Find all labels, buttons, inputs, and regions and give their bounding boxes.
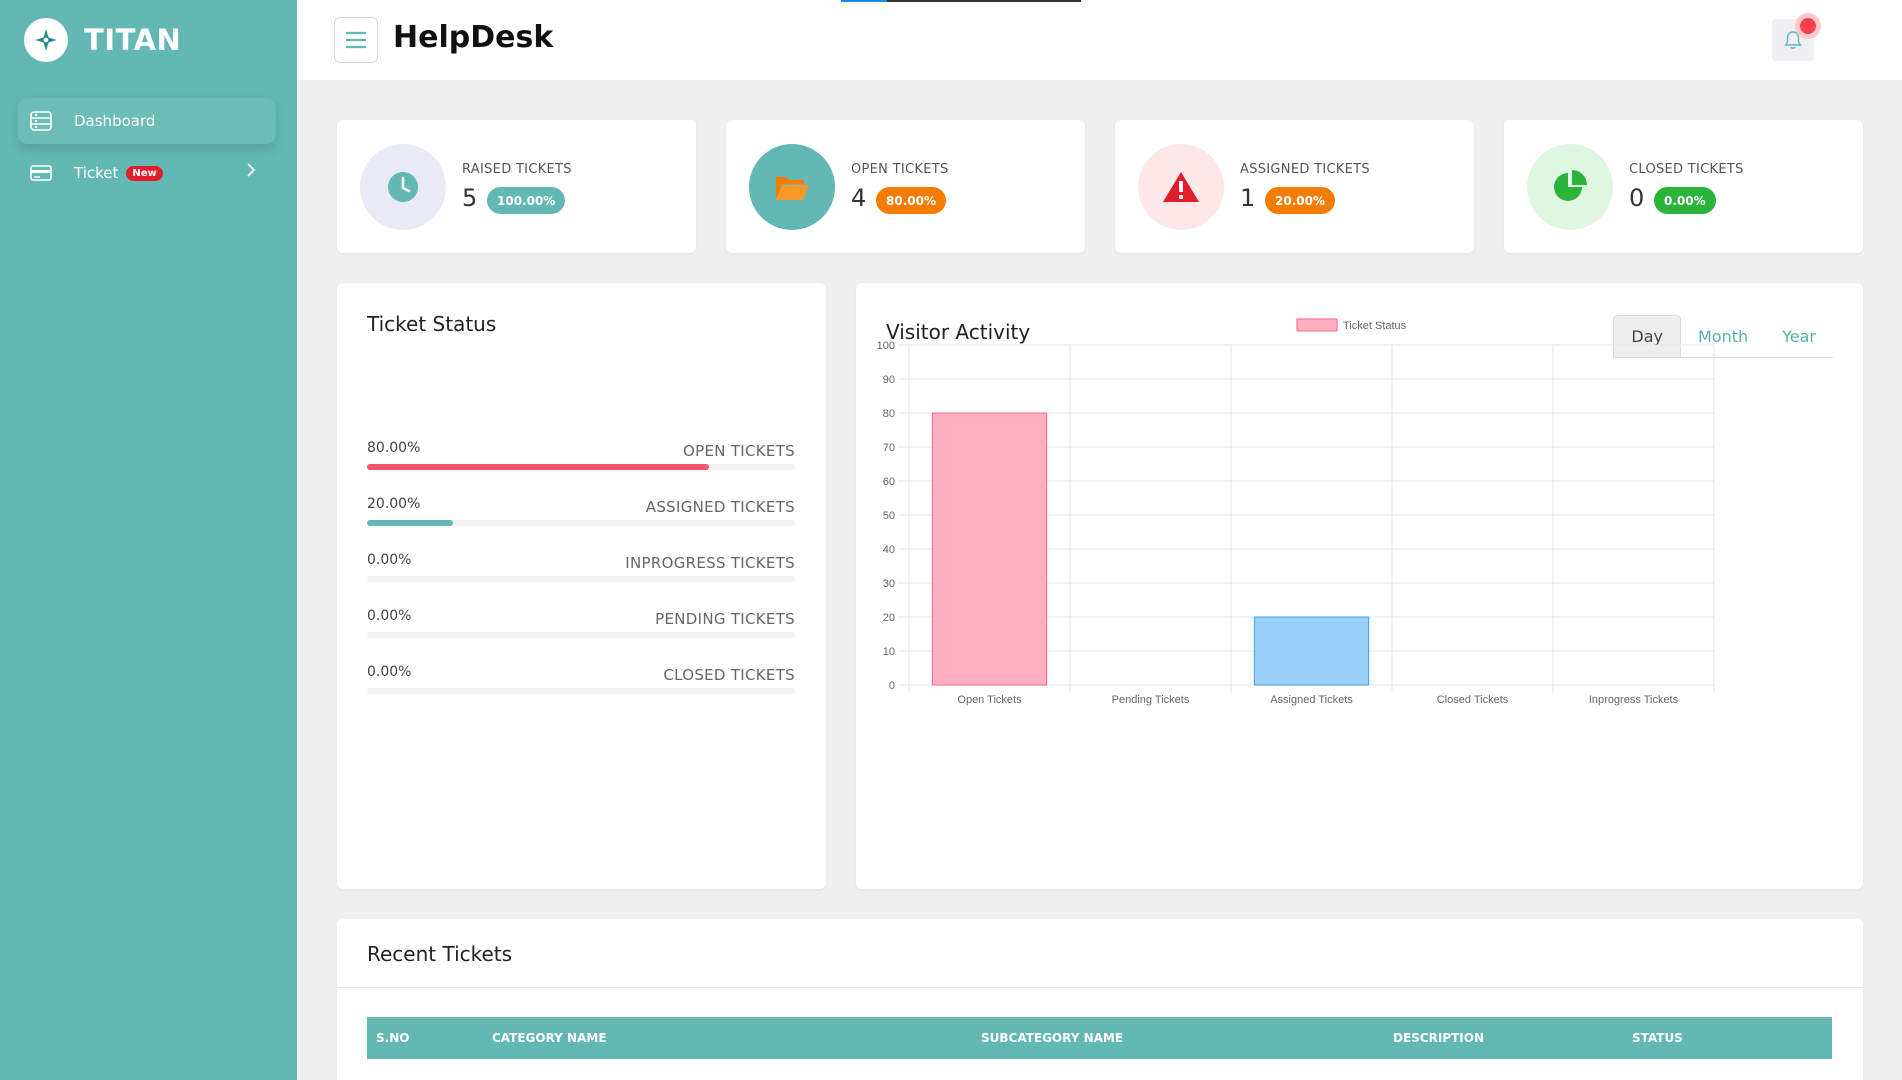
progress-percent: 20.00% — [367, 496, 421, 512]
stat-percent-badge: 20.00% — [1265, 187, 1335, 214]
bar — [1253, 616, 1370, 686]
y-tick-label: 70 — [883, 442, 895, 454]
dashboard-icon — [30, 111, 52, 131]
progress-track — [367, 632, 795, 638]
menu-toggle-button[interactable] — [334, 17, 378, 63]
hamburger-icon — [346, 31, 366, 49]
y-tick-label: 0 — [889, 680, 895, 692]
card-icon — [30, 164, 52, 182]
top-header: HelpDesk — [297, 0, 1902, 80]
progress-percent: 0.00% — [367, 552, 412, 568]
ticket-status-panel: Ticket Status 80.00% OPEN TICKETS 20.00%… — [337, 283, 826, 889]
sidebar-item-dashboard[interactable]: Dashboard — [18, 98, 276, 144]
stat-percent-badge: 0.00% — [1654, 187, 1716, 214]
y-tick-label: 90 — [883, 374, 895, 386]
legend-swatch — [1296, 318, 1338, 332]
y-tick-label: 50 — [883, 510, 895, 522]
progress-percent: 0.00% — [367, 664, 412, 680]
stat-card-raised: RAISED TICKETS 5 100.00% — [337, 120, 696, 253]
panel-title: Ticket Status — [367, 312, 497, 336]
stat-label: OPEN TICKETS — [851, 162, 949, 177]
recent-tickets-panel: Recent Tickets S.NO CATEGORY NAME SUBCAT… — [337, 919, 1863, 1080]
tab-month[interactable]: Month — [1697, 326, 1749, 346]
column-header-status[interactable]: STATUS — [1632, 1031, 1683, 1045]
progress-track — [367, 688, 795, 694]
column-header-subcategory[interactable]: SUBCATEGORY NAME — [981, 1031, 1124, 1045]
stat-label: ASSIGNED TICKETS — [1240, 162, 1370, 177]
progress-label: INPROGRESS TICKETS — [625, 554, 795, 572]
visitor-activity-panel: Visitor Activity Day Month Year 0 10 20 30 4… — [856, 283, 1863, 889]
brand[interactable]: TITAN — [24, 18, 181, 62]
y-tick-label: 40 — [883, 544, 895, 556]
sidebar-item-label: Ticket — [74, 164, 119, 182]
pie-chart-icon — [1527, 144, 1613, 230]
chevron-right-icon — [246, 163, 256, 181]
sidebar-item-ticket[interactable]: Ticket New — [18, 150, 276, 196]
stat-percent-badge: 100.00% — [487, 187, 566, 214]
x-tick-label: Closed Tickets — [1437, 694, 1509, 706]
stat-card-closed: CLOSED TICKETS 0 0.00% — [1504, 120, 1863, 253]
new-badge: New — [126, 165, 163, 181]
column-header-sno[interactable]: S.NO — [376, 1031, 410, 1045]
y-tick-label: 60 — [883, 476, 895, 488]
bar — [931, 412, 1048, 686]
folder-open-icon — [749, 144, 835, 230]
stat-card-open: OPEN TICKETS 4 80.00% — [726, 120, 1085, 253]
stat-value: 5 — [462, 184, 478, 212]
progress-track — [367, 464, 795, 470]
y-tick-label: 10 — [883, 646, 895, 658]
stat-value: 1 — [1240, 184, 1256, 212]
x-tick-label: Inprogress Tickets — [1589, 694, 1679, 706]
y-tick-label: 20 — [883, 612, 895, 624]
x-tick-label: Pending Tickets — [1112, 694, 1190, 706]
progress-fill — [367, 464, 710, 470]
progress-track — [367, 576, 795, 582]
tab-year[interactable]: Year — [1782, 326, 1816, 346]
panel-title: Visitor Activity — [886, 320, 1031, 344]
progress-percent: 80.00% — [367, 440, 421, 456]
x-tick-label: Assigned Tickets — [1270, 694, 1353, 706]
clock-icon — [360, 144, 446, 230]
stat-card-assigned: ASSIGNED TICKETS 1 20.00% — [1115, 120, 1474, 253]
progress-label: OPEN TICKETS — [683, 442, 795, 460]
y-tick-label: 80 — [883, 408, 895, 420]
legend-label: Ticket Status — [1343, 320, 1407, 332]
divider — [337, 987, 1863, 988]
stat-label: RAISED TICKETS — [462, 162, 572, 177]
progress-label: PENDING TICKETS — [655, 610, 795, 628]
stat-value: 4 — [851, 184, 867, 212]
progress-fill — [367, 520, 453, 526]
stat-label: CLOSED TICKETS — [1629, 162, 1744, 177]
progress-track — [367, 520, 795, 526]
progress-label: CLOSED TICKETS — [663, 666, 795, 684]
column-header-category[interactable]: CATEGORY NAME — [492, 1031, 607, 1045]
loading-bar — [841, 0, 1081, 2]
x-tick-label: Open Tickets — [957, 694, 1022, 706]
notification-dot — [1795, 13, 1821, 39]
y-tick-label: 30 — [883, 578, 895, 590]
table-header: S.NO CATEGORY NAME SUBCATEGORY NAME DESC… — [367, 1017, 1832, 1059]
panel-title: Recent Tickets — [367, 942, 513, 966]
stat-value: 0 — [1629, 184, 1645, 212]
progress-percent: 0.00% — [367, 608, 412, 624]
compass-logo-icon — [24, 18, 68, 62]
progress-label: ASSIGNED TICKETS — [645, 498, 795, 516]
column-header-description[interactable]: DESCRIPTION — [1393, 1031, 1485, 1045]
warning-icon — [1138, 144, 1224, 230]
page-title: HelpDesk — [393, 20, 554, 55]
brand-name: TITAN — [84, 23, 182, 57]
sidebar: TITAN Dashboard Ticket New — [0, 0, 297, 1080]
period-tabs: Day Month Year — [1613, 315, 1833, 358]
sidebar-item-label: Dashboard — [74, 112, 156, 130]
tab-day[interactable]: Day — [1613, 315, 1681, 357]
stat-percent-badge: 80.00% — [876, 187, 946, 214]
